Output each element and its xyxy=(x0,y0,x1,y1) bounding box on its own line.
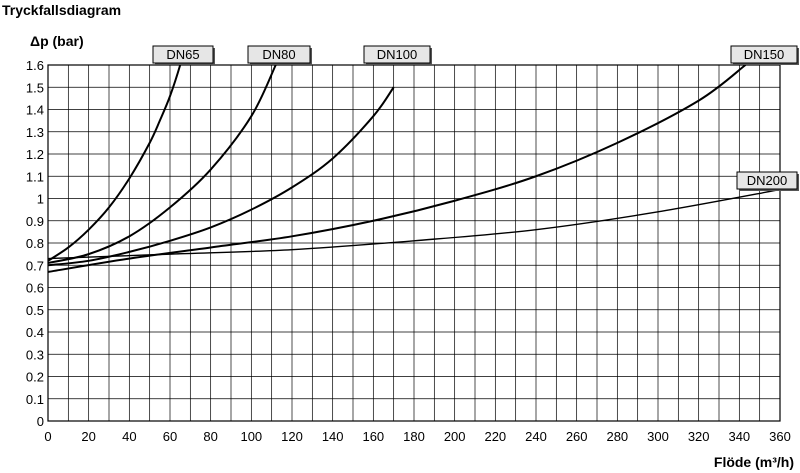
series-line-dn150 xyxy=(48,64,747,273)
y-tick-label: 0.9 xyxy=(26,214,44,229)
x-tick-label: 0 xyxy=(44,429,51,444)
x-tick-label: 120 xyxy=(281,429,303,444)
y-tick-label: 1.3 xyxy=(26,125,44,140)
x-tick-label: 280 xyxy=(606,429,628,444)
y-tick-label: 1.5 xyxy=(26,80,44,95)
y-tick-label: 0.8 xyxy=(26,236,44,251)
x-tick-label: 200 xyxy=(444,429,466,444)
x-tick-label: 100 xyxy=(240,429,262,444)
curve-label-dn100: DN100 xyxy=(363,45,432,65)
y-tick-label: 1.6 xyxy=(26,58,44,73)
curve-label-text: DN65 xyxy=(166,47,199,62)
curve-label-dn80: DN80 xyxy=(247,45,312,65)
y-tick-label: 1 xyxy=(37,192,44,207)
x-tick-label: 360 xyxy=(769,429,791,444)
y-axis-label: Δp (bar) xyxy=(30,33,84,49)
y-tick-label: 0.3 xyxy=(26,347,44,362)
y-tick-label: 1.2 xyxy=(26,147,44,162)
x-tick-label: 180 xyxy=(403,429,425,444)
curve-label-dn150: DN150 xyxy=(730,45,799,65)
grid xyxy=(47,64,781,422)
x-tick-label: 300 xyxy=(647,429,669,444)
x-tick-label: 20 xyxy=(81,429,95,444)
x-tick-label: 40 xyxy=(122,429,136,444)
curve-label-text: DN80 xyxy=(262,47,295,62)
curve-label-dn65: DN65 xyxy=(152,45,215,65)
series-line-dn80 xyxy=(48,64,277,265)
curve-labels: DN65 DN80 DN100 DN150 DN200 xyxy=(152,45,799,191)
tick-labels: 0 20 40 60 80 100 120 140 160 180 200 220 240 260 280 3… xyxy=(26,58,791,444)
x-tick-label: 220 xyxy=(484,429,506,444)
x-tick-label: 80 xyxy=(203,429,217,444)
x-tick-label: 240 xyxy=(525,429,547,444)
y-tick-label: 1.4 xyxy=(26,103,44,118)
y-tick-label: 0.2 xyxy=(26,370,44,385)
x-tick-label: 340 xyxy=(728,429,750,444)
curve-label-dn200: DN200 xyxy=(736,171,799,191)
y-tick-label: 0.5 xyxy=(26,303,44,318)
curve-label-text: DN200 xyxy=(747,173,787,188)
chart-title: Tryckfallsdiagram xyxy=(2,2,121,18)
y-tick-label: 0.4 xyxy=(26,325,44,340)
x-tick-label: 160 xyxy=(362,429,384,444)
series-lines xyxy=(48,64,780,273)
y-tick-label: 0 xyxy=(37,414,44,429)
curve-label-text: DN100 xyxy=(377,47,417,62)
x-tick-label: 320 xyxy=(688,429,710,444)
y-tick-label: 1.1 xyxy=(26,169,44,184)
y-tick-label: 0.7 xyxy=(26,258,44,273)
y-tick-label: 0.6 xyxy=(26,281,44,296)
x-tick-label: 140 xyxy=(322,429,344,444)
y-tick-label: 0.1 xyxy=(26,392,44,407)
x-tick-label: 260 xyxy=(566,429,588,444)
series-line-dn65 xyxy=(48,64,182,262)
series-line-dn200 xyxy=(48,188,780,260)
curve-label-text: DN150 xyxy=(744,47,784,62)
x-tick-label: 60 xyxy=(163,429,177,444)
x-axis-label: Flöde (m³/h) xyxy=(714,454,794,470)
